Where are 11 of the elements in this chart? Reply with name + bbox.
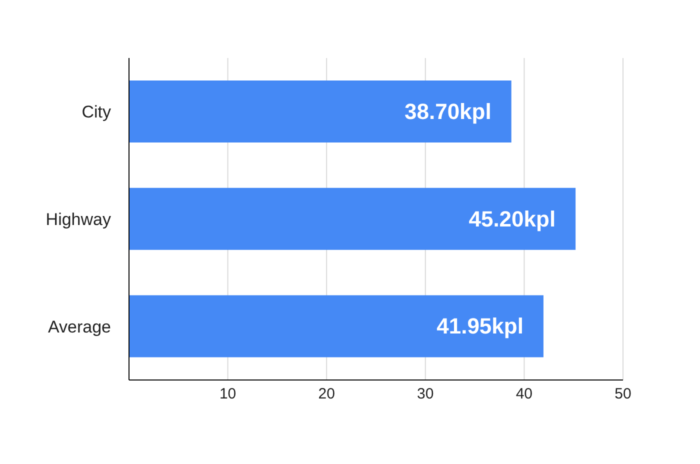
y-tick-label: City [82,102,112,122]
x-tick-label: 50 [614,386,632,403]
data-label: 45.20kpl [468,206,556,232]
data-label: 41.95kpl [436,314,524,339]
y-tick-label: Average [48,317,111,336]
x-tick-label: 20 [318,386,335,403]
x-tick-label: 10 [219,386,236,403]
y-tick-label: Highway [46,210,112,230]
data-label: 38.70kpl [404,99,492,124]
x-tick-label: 40 [516,386,533,403]
x-tick-label: 30 [417,386,434,403]
